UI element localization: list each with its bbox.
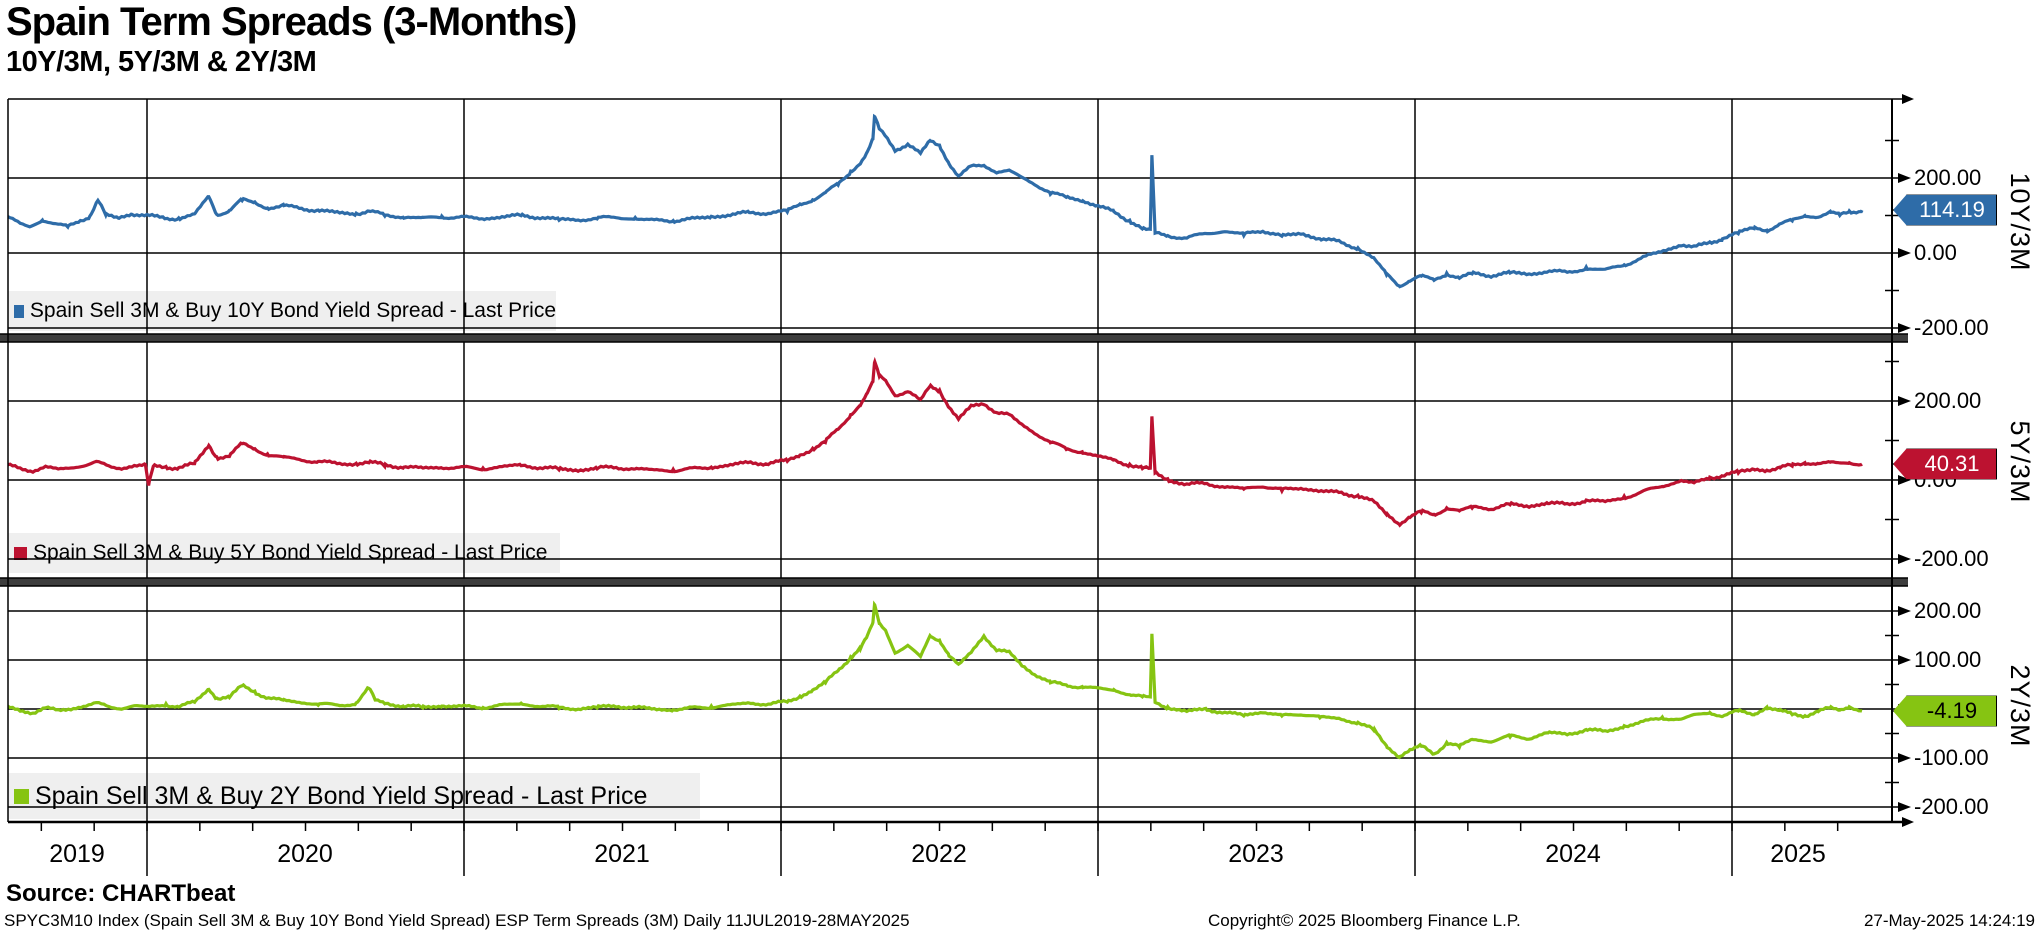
xtick-year-2025: 2025 [1770, 840, 1826, 868]
legend-label-2y3m: Spain Sell 3M & Buy 2Y Bond Yield Spread… [35, 781, 648, 810]
ticker-description: SPYC3M10 Index (Spain Sell 3M & Buy 10Y … [4, 911, 910, 930]
timestamp: 27-May-2025 14:24:19 [1863, 911, 2035, 930]
xtick-year-2019: 2019 [49, 840, 105, 868]
legend-swatch-2y3m-icon [14, 788, 29, 804]
ytick-2y3m--100.00: -100.00 [1914, 745, 1989, 770]
legend-swatch-5y3m-icon [14, 546, 27, 560]
xtick-year-2020: 2020 [277, 840, 333, 868]
last-price-badge-10y3m[interactable]: 114.19 [1893, 194, 1997, 226]
ytick-2y3m-100.00: 100.00 [1914, 647, 1982, 672]
ytick-5y3m--200.00: -200.00 [1914, 546, 1989, 571]
xtick-year-2021: 2021 [594, 840, 650, 868]
ytick-10y3m--200.00: -200.00 [1914, 315, 1989, 340]
xtick-year-2023: 2023 [1228, 840, 1284, 868]
legend-label-10y3m: Spain Sell 3M & Buy 10Y Bond Yield Sprea… [29, 299, 556, 322]
axis-title-10y3m: 10Y/3M [2005, 172, 2035, 272]
page-title: Spain Term Spreads (3-Months) [6, 0, 577, 44]
ytick-2y3m-200.00: 200.00 [1914, 598, 1982, 623]
ytick-5y3m-200.00: 200.00 [1914, 388, 1982, 413]
xtick-year-2024: 2024 [1545, 840, 1601, 868]
legend-5y3m[interactable]: Spain Sell 3M & Buy 5Y Bond Yield Spread… [8, 533, 560, 573]
copyright-notice: Copyright© 2025 Bloomberg Finance L.P. [1208, 911, 1521, 930]
xtick-year-2022: 2022 [911, 840, 967, 868]
last-price-badge-5y3m[interactable]: 40.31 [1893, 448, 1997, 480]
legend-2y3m[interactable]: Spain Sell 3M & Buy 2Y Bond Yield Spread… [8, 773, 700, 819]
ytick-10y3m-0.00: 0.00 [1914, 240, 1957, 265]
ytick-2y3m--200.00: -200.00 [1914, 794, 1989, 819]
ytick-10y3m-200.00: 200.00 [1914, 165, 1982, 190]
source-label: Source: CHARTbeat [6, 880, 236, 907]
page-subtitle: 10Y/3M, 5Y/3M & 2Y/3M [6, 46, 317, 78]
last-price-badge-2y3m[interactable]: -4.19 [1893, 695, 1997, 727]
axis-title-2y3m: 2Y/3M [2005, 664, 2035, 748]
legend-swatch-10y3m-icon [14, 304, 24, 318]
axis-title-5y3m: 5Y/3M [2005, 420, 2035, 504]
